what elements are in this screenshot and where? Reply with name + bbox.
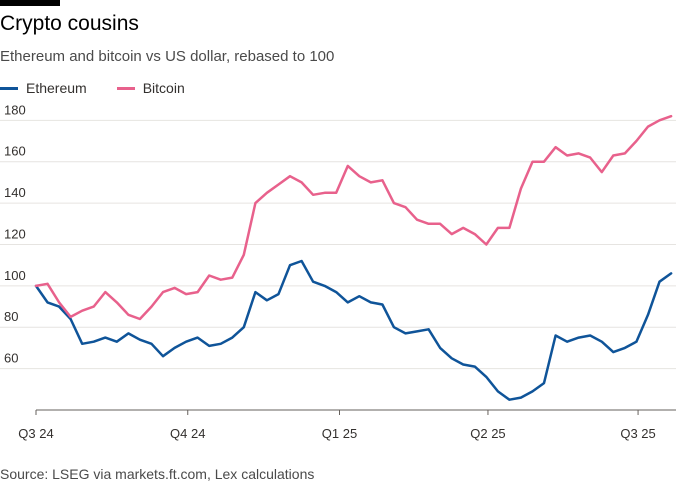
- x-tick-label-1: Q4 24: [170, 426, 205, 441]
- chart-title: Crypto cousins: [0, 12, 139, 35]
- legend-item-bitcoin: Bitcoin: [116, 80, 185, 96]
- legend: Ethereum Bitcoin: [0, 80, 215, 96]
- x-tick-label-4: Q3 25: [620, 426, 655, 441]
- x-tick-label-3: Q2 25: [470, 426, 505, 441]
- y-tick-label-120: 120: [4, 226, 26, 241]
- series-line-bitcoin: [34, 114, 673, 321]
- legend-label-bitcoin: Bitcoin: [142, 80, 185, 96]
- legend-label-ethereum: Ethereum: [26, 80, 87, 96]
- legend-item-ethereum: Ethereum: [0, 80, 87, 96]
- brand-bar: [0, 0, 60, 6]
- legend-swatch-bitcoin: [116, 86, 135, 90]
- x-tick-label-2: Q1 25: [322, 426, 357, 441]
- line-chart: 60 80 100 120 140 160 180 Q3 24 Q4 24 Q1 25 Q2 25 Q…: [0, 105, 676, 441]
- source-note: Source: LSEG via markets.ft.com, Lex cal…: [0, 466, 315, 482]
- chart-subtitle: Ethereum and bitcoin vs US dollar, rebas…: [0, 48, 335, 65]
- x-tick-label-0: Q3 24: [18, 426, 53, 441]
- y-tick-label-60: 60: [4, 351, 18, 366]
- series-line-ethereum: [34, 259, 673, 401]
- y-tick-label-160: 160: [4, 144, 26, 159]
- y-tick-label-100: 100: [4, 268, 26, 283]
- legend-swatch-ethereum: [0, 86, 18, 90]
- y-tick-label-80: 80: [4, 309, 18, 324]
- y-tick-label-180: 180: [4, 105, 26, 117]
- y-tick-label-140: 140: [4, 185, 26, 200]
